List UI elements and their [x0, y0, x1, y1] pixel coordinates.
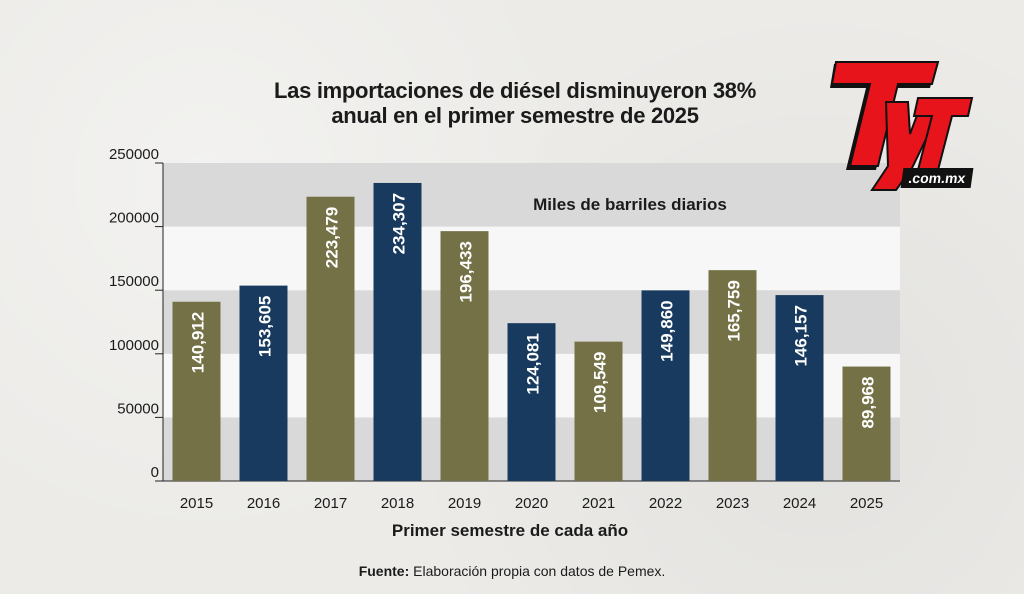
grid-band	[163, 163, 900, 227]
bar-value-label: 153,605	[256, 296, 275, 357]
chart-title: Las importaciones de diésel disminuyeron…	[200, 78, 830, 128]
y-tick-label: 200000	[109, 210, 159, 227]
y-tick-label: 250000	[109, 146, 159, 163]
y-tick-label: 0	[151, 464, 159, 481]
source-text: Elaboración propia con datos de Pemex.	[409, 563, 666, 579]
bar	[239, 285, 288, 481]
x-tick-label: 2017	[314, 495, 347, 512]
chart-annotation: Miles de barriles diarios	[533, 195, 727, 214]
bar-value-label: 223,479	[323, 207, 342, 268]
source-note: Fuente: Elaboración propia con datos de …	[0, 563, 1024, 579]
bar-value-label: 146,157	[792, 305, 811, 366]
bar	[306, 196, 355, 481]
x-tick-label: 2015	[180, 495, 213, 512]
y-tick-label: 100000	[109, 337, 159, 354]
bar	[842, 366, 891, 481]
x-tick-label: 2025	[850, 495, 883, 512]
x-tick-label: 2018	[381, 495, 414, 512]
bar-value-label: 109,549	[591, 352, 610, 413]
x-tick-label: 2022	[649, 495, 682, 512]
chart-bars: 140,912 2015 153,605 2016 223,479 2017 234,307…	[172, 182, 891, 512]
x-tick-label: 2019	[448, 495, 481, 512]
bar-value-label: 140,912	[189, 312, 208, 373]
x-tick-label: 2021	[582, 495, 615, 512]
x-tick-label: 2024	[783, 495, 816, 512]
bar	[574, 341, 623, 481]
bar	[373, 182, 422, 482]
chart-title-line-2: anual en el primer semestre de 2025	[331, 103, 699, 128]
bar	[775, 295, 824, 481]
source-label: Fuente:	[358, 563, 410, 579]
bar-value-label: 165,759	[725, 280, 744, 341]
x-tick-label: 2020	[515, 495, 548, 512]
x-tick-label: 2016	[247, 495, 280, 512]
chart-title-line-1: Las importaciones de diésel disminuyeron…	[274, 78, 756, 103]
bar-value-label: 89,968	[859, 377, 878, 429]
grid-band	[163, 226, 900, 291]
bar	[172, 301, 221, 481]
y-tick-label: 50000	[117, 400, 159, 417]
bar	[507, 323, 556, 481]
bar-value-label: 234,307	[390, 193, 409, 254]
bar-value-label: 196,433	[457, 241, 476, 302]
bar	[641, 290, 690, 481]
x-axis-label: Primer semestre de cada año	[392, 521, 628, 540]
logo-domain: .com.mx	[900, 168, 974, 188]
x-tick-label: 2023	[716, 495, 749, 512]
bar-value-label: 149,860	[658, 300, 677, 361]
y-tick-label: 150000	[109, 273, 159, 290]
bar-value-label: 124,081	[524, 333, 543, 394]
bar	[708, 270, 757, 481]
bar	[440, 231, 489, 481]
